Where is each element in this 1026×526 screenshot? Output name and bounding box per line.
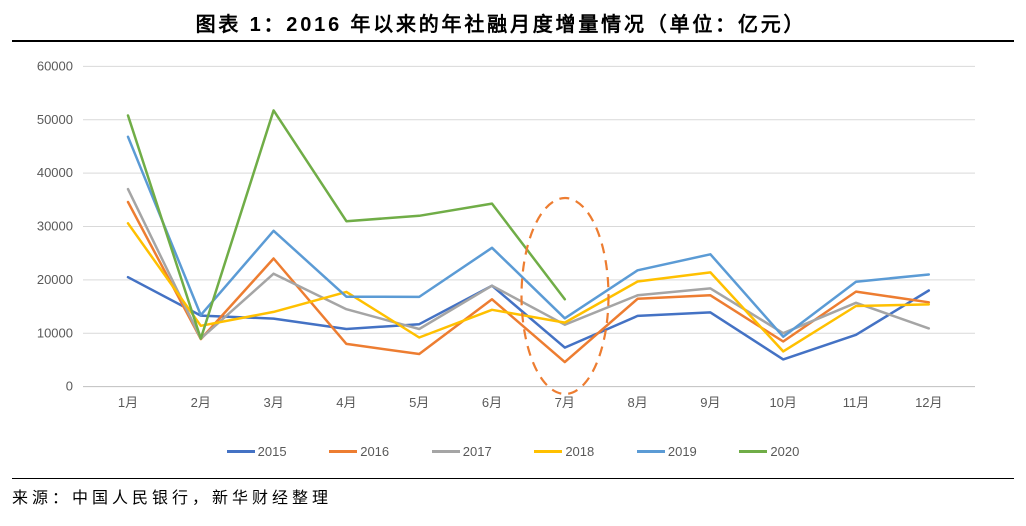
svg-text:4月: 4月 (336, 395, 356, 410)
svg-text:12月: 12月 (915, 395, 942, 410)
svg-text:5月: 5月 (409, 395, 429, 410)
svg-text:60000: 60000 (37, 59, 73, 74)
svg-text:10000: 10000 (37, 325, 73, 340)
svg-text:1月: 1月 (118, 395, 138, 410)
svg-text:11月: 11月 (843, 395, 870, 410)
svg-text:40000: 40000 (37, 165, 73, 180)
svg-text:10月: 10月 (769, 395, 796, 410)
svg-text:50000: 50000 (37, 112, 73, 127)
svg-text:8月: 8月 (627, 395, 647, 410)
svg-text:9月: 9月 (700, 395, 720, 410)
svg-text:6月: 6月 (482, 395, 502, 410)
svg-text:3月: 3月 (263, 395, 283, 410)
svg-text:20000: 20000 (37, 272, 73, 287)
svg-text:30000: 30000 (37, 219, 73, 234)
svg-text:2月: 2月 (191, 395, 211, 410)
svg-text:7月: 7月 (555, 395, 575, 410)
svg-text:0: 0 (66, 379, 73, 394)
